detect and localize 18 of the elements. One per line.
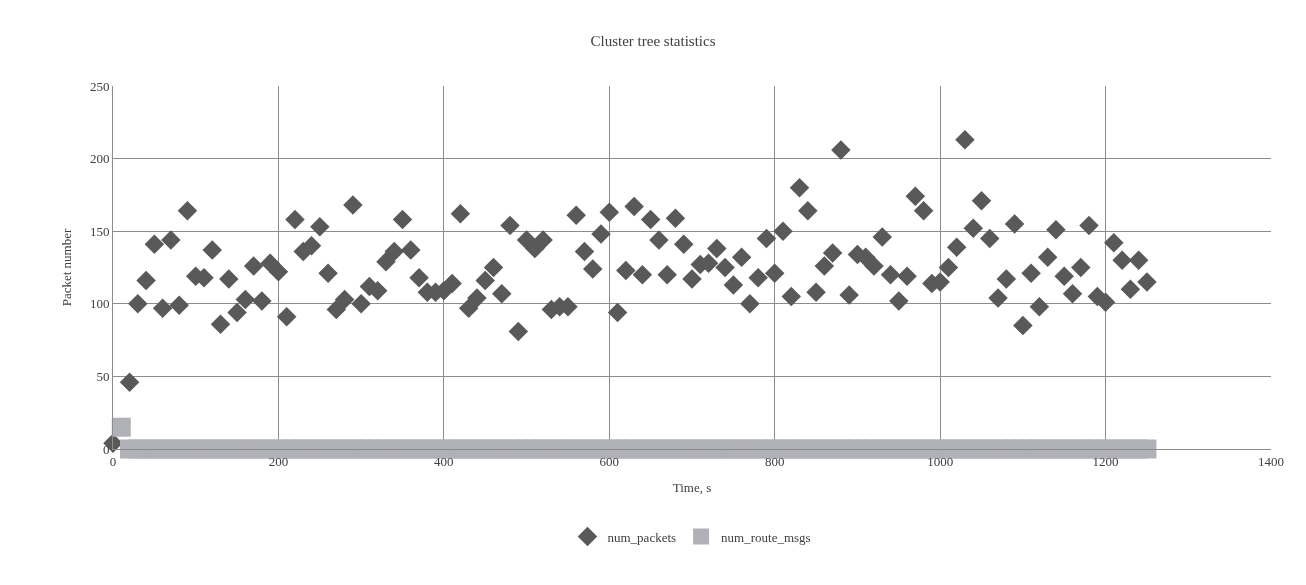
y-tick-label: 100 [89,296,110,312]
y-tick-label: 250 [89,78,110,94]
x-tick-label: 400 [434,453,454,469]
x-tick-label: 200 [268,453,289,469]
x-tick-label: 1400 [1258,453,1284,469]
y-axis-title: Packet number [58,228,74,307]
y-tick-label: 150 [89,223,110,239]
x-tick-label: 1000 [927,453,954,469]
legend-label: num_packets [607,529,677,545]
x-tick-label: 600 [599,453,620,469]
x-tick-label: 1200 [1092,453,1119,469]
y-tick-label: 200 [89,151,110,167]
y-tick-label: 0 [102,441,110,457]
x-tick-label: 800 [764,453,785,469]
chart-title: Cluster tree statistics [590,33,716,50]
y-tick-label: 50 [96,368,110,384]
x-axis-title: Time, s [672,480,712,496]
legend-label: num_route_msgs [721,529,811,545]
